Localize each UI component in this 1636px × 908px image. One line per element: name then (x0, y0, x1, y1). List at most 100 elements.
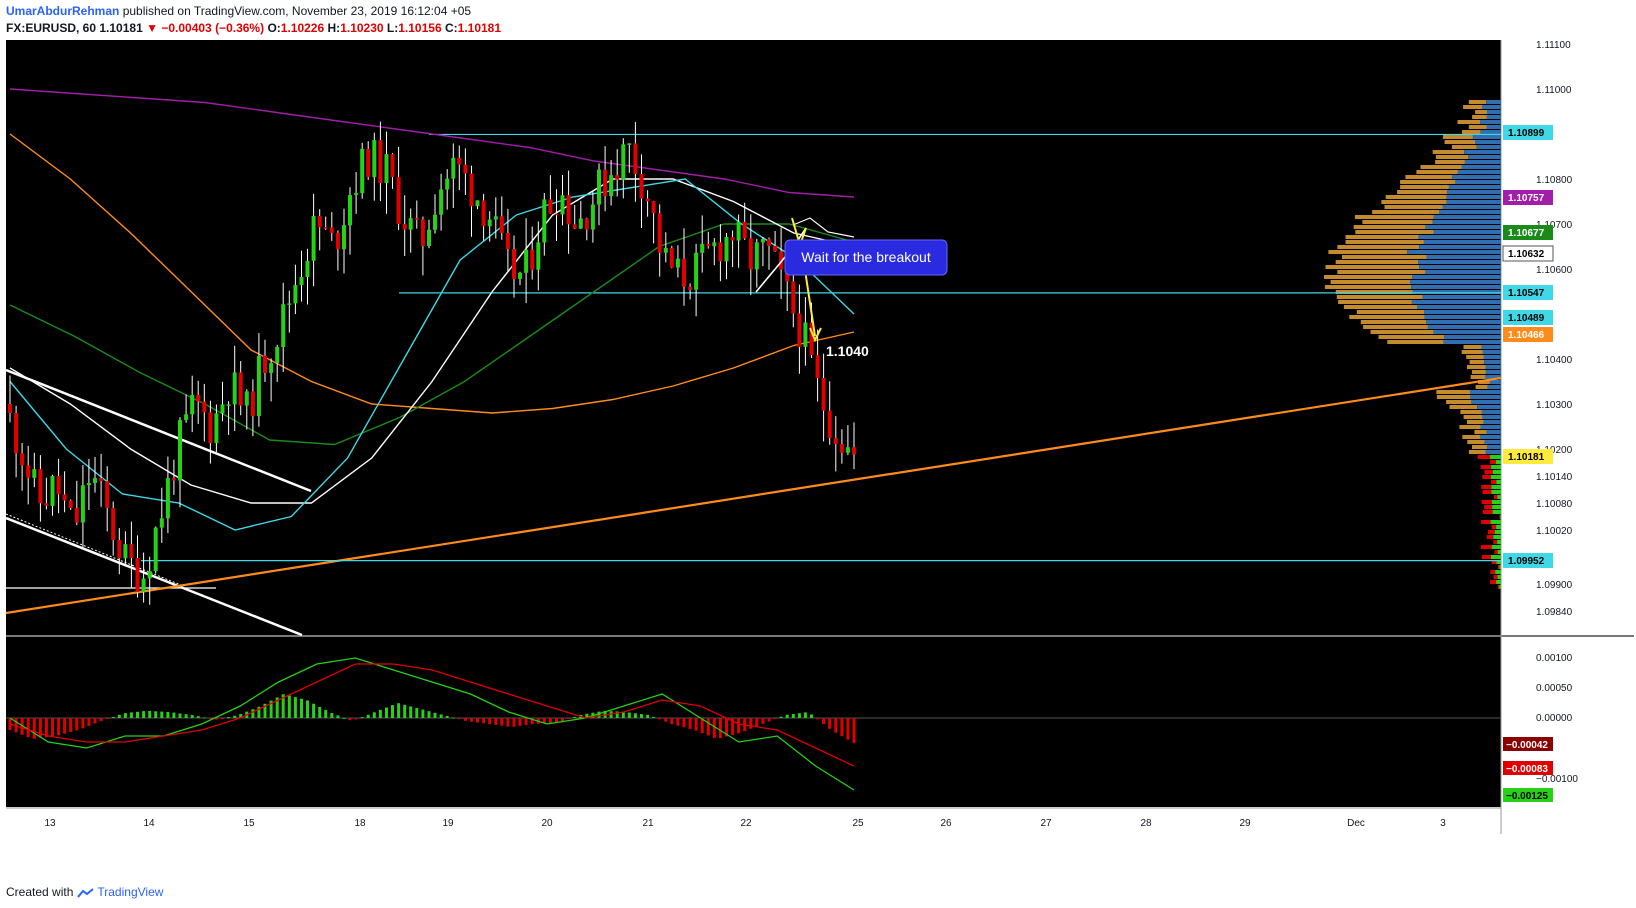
ascending-support-line (5, 376, 1502, 615)
macd-histogram-bar (148, 710, 152, 718)
volume-profile-bar (1354, 215, 1434, 219)
candle-body (791, 281, 796, 314)
volume-profile-bar (1487, 110, 1501, 114)
macd-histogram-bar (263, 703, 267, 718)
candle-body (457, 157, 462, 165)
arrow-down-icon (809, 327, 822, 343)
volume-profile-bar (1490, 555, 1501, 559)
macd-histogram-bar (378, 709, 382, 718)
candle-body (548, 199, 553, 214)
macd-histogram-bar (391, 705, 394, 718)
macd-label-box (1503, 761, 1553, 775)
macd-label: −0.00042 (1506, 740, 1548, 751)
candle-body (68, 500, 73, 509)
candle-body (536, 242, 541, 270)
price-scale[interactable] (1501, 40, 1634, 808)
volume-profile-bar (1400, 180, 1456, 184)
open-label: O: (267, 21, 281, 35)
macd-histogram-bar (154, 711, 158, 718)
candle-body (74, 508, 79, 523)
footer: Created with TradingView (6, 885, 163, 899)
macd-histogram-bar (75, 718, 79, 731)
volume-profile-bar (1446, 195, 1501, 199)
volume-profile-bar (1407, 250, 1501, 254)
candle-body (584, 218, 589, 230)
volume-profile-bar (1482, 415, 1501, 419)
macd-histogram-bar (26, 718, 30, 738)
macd-histogram-bar (14, 718, 18, 733)
candle-body (147, 571, 152, 579)
macd-label: −0.00125 (1506, 791, 1548, 802)
candle-body (305, 260, 310, 277)
volume-profile-bar (1397, 190, 1448, 194)
macd-histogram-bar (208, 718, 212, 719)
y-tick: 1.10200 (1536, 445, 1573, 456)
candle-body (135, 558, 140, 592)
volume-profile-bar (1493, 540, 1498, 544)
volume-profile-bar (1478, 380, 1490, 384)
low-label: L: (386, 21, 399, 35)
author-link[interactable]: UmarAbdurRehman (6, 4, 120, 18)
down-arrow-icon: ▼ (146, 21, 158, 35)
candle-body (512, 249, 516, 279)
volume-profile-bar (1460, 410, 1482, 414)
volume-profile-bar (1488, 530, 1495, 534)
volume-profile-bar (1499, 515, 1501, 519)
candle-body (44, 503, 49, 506)
y-tick: 1.10140 (1536, 472, 1573, 483)
macd-histogram-bar (287, 695, 291, 718)
volume-profile-bar (1480, 545, 1492, 549)
volume-profile-bar (1491, 525, 1497, 529)
time-scale[interactable] (6, 808, 1501, 834)
volume-profile-bar (1492, 470, 1501, 474)
macd-histogram-bar (482, 718, 486, 724)
candle-body (196, 394, 201, 402)
moving-average-line (9, 88, 855, 198)
volume-profile-bar (1381, 200, 1447, 204)
channel-dotted-line (5, 513, 182, 586)
candle-body (578, 218, 583, 229)
macd-histogram-bar (251, 709, 255, 718)
macd-histogram-bar (706, 718, 710, 736)
macd-label-box (1503, 737, 1553, 751)
volume-profile-bar (1452, 175, 1501, 179)
moving-average-line (9, 178, 855, 504)
volume-profile-bar (1477, 455, 1490, 459)
candle-body (736, 221, 741, 241)
macd-histogram-bar (117, 714, 121, 718)
macd-pane-background[interactable] (6, 637, 1501, 807)
candle-body (530, 249, 535, 270)
candle-body (682, 258, 686, 287)
volume-profile-bar (1491, 500, 1501, 504)
candle-body (153, 527, 158, 572)
volume-profile-bar (1449, 405, 1477, 409)
volume-profile-bar (1490, 460, 1496, 464)
chart-svg[interactable]: Wait for the breakout 1.1040 1.11100 1.1… (5, 40, 1634, 895)
volume-profile-bar (1412, 275, 1501, 279)
volume-profile-bar (1416, 170, 1458, 174)
candle-body (748, 238, 753, 270)
candle-body (633, 143, 638, 174)
breakout-callout[interactable]: Wait for the breakout (784, 239, 948, 276)
volume-profile-bar (1468, 155, 1501, 159)
volume-profile-bar (1324, 285, 1412, 289)
tradingview-link[interactable]: TradingView (97, 885, 164, 899)
high-label: H: (327, 21, 341, 35)
volume-profile-bar (1411, 285, 1501, 289)
price-label-box (1503, 190, 1553, 205)
last-price: 1.10181 (99, 21, 143, 35)
volume-profile-bar (1481, 345, 1501, 349)
volume-profile-bar (1447, 190, 1501, 194)
x-tick: 26 (940, 818, 952, 829)
macd-histogram-bar (129, 712, 133, 718)
chart-area[interactable]: Wait for the breakout 1.1040 1.11100 1.1… (5, 40, 1634, 895)
price-pane-background[interactable] (6, 40, 1501, 635)
candle-body (232, 372, 237, 405)
candle-body (694, 252, 699, 290)
volume-profile-bar (1487, 445, 1501, 449)
candle-body (700, 243, 705, 253)
volume-profile-bar (1494, 530, 1501, 534)
low-value: 1.10156 (398, 21, 442, 35)
volume-profile-bar (1411, 300, 1501, 304)
macd-histogram-bar (828, 718, 832, 729)
